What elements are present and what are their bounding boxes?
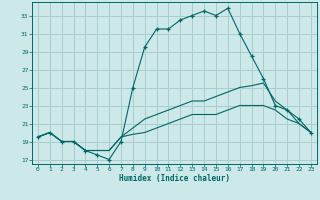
X-axis label: Humidex (Indice chaleur): Humidex (Indice chaleur) bbox=[119, 174, 230, 183]
